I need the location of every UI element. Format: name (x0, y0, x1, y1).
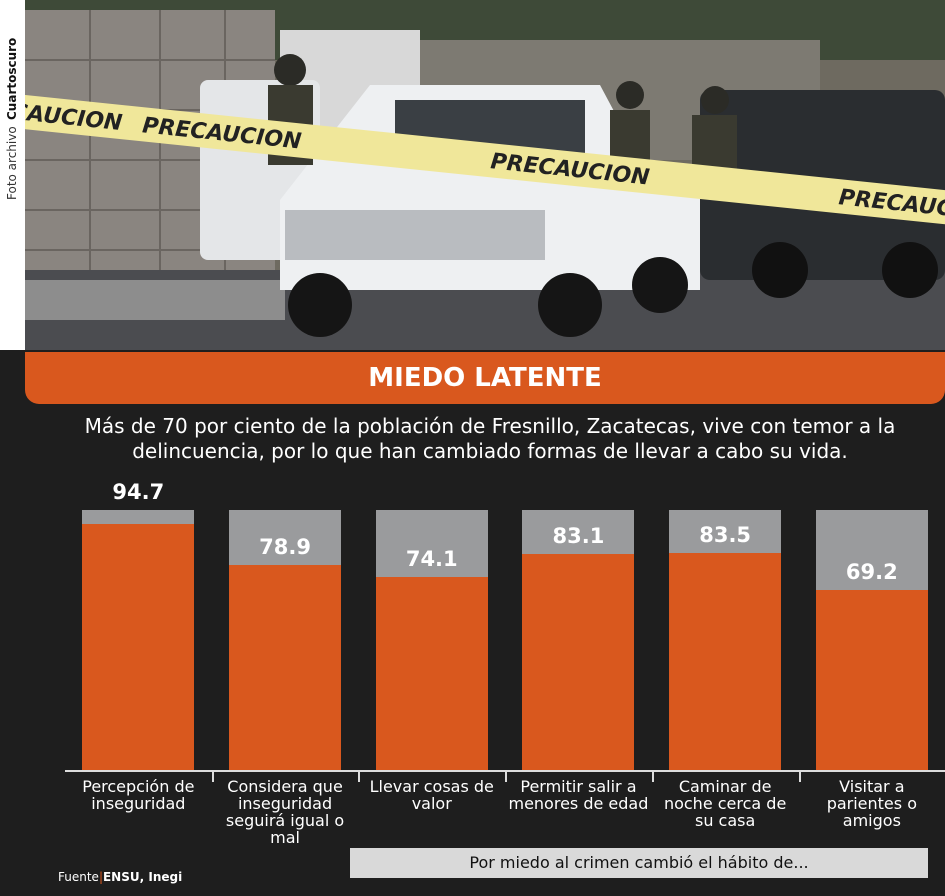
photo-credit: Cuartoscuro (5, 38, 19, 120)
photo: PRECAUCION PRECAUCION PRECAUCION PRECAUC… (0, 0, 945, 360)
bar (669, 552, 782, 770)
value-label: 69.2 (845, 560, 898, 585)
x-tick-label: Percepción de inseguridad (82, 777, 195, 813)
x-tick (358, 770, 361, 782)
x-tick-label: Llevar cosas de valor (369, 777, 494, 813)
source-label: Fuente (58, 870, 99, 884)
photo-credit-label: Foto archivo (5, 126, 19, 200)
bar (229, 564, 342, 770)
chart-subtitle: Más de 70 por ciento de la población de … (84, 414, 896, 463)
chart-title: MIEDO LATENTE (25, 352, 945, 404)
source: Fuente|ENSU, Inegi (58, 870, 182, 884)
bar (82, 523, 195, 770)
x-tick-label: Visitar a parientes o amigos (826, 777, 917, 830)
x-axis-line (65, 770, 945, 772)
x-tick (505, 770, 508, 782)
x-tick-label: Considera que inseguridad seguirá igual … (225, 777, 345, 847)
value-label: 83.5 (699, 522, 752, 547)
value-label: 74.1 (405, 547, 458, 572)
bar (815, 590, 928, 770)
source-name: ENSU, Inegi (102, 870, 183, 884)
value-label: 83.1 (552, 523, 605, 548)
separator: | (98, 870, 103, 884)
x-tick (211, 770, 214, 782)
x-tick-label: Permitir salir a menores de edad (508, 777, 649, 813)
bar (375, 577, 488, 770)
x-tick (651, 770, 654, 782)
value-label: 94.7 (112, 480, 165, 504)
x-axis-label: Por miedo al crimen cambió el hábito de.… (350, 848, 928, 878)
x-tick-label: Caminar de noche cerca de su casa (663, 777, 787, 830)
value-label: 78.9 (259, 534, 311, 559)
bar (522, 553, 635, 770)
x-tick (798, 770, 801, 782)
